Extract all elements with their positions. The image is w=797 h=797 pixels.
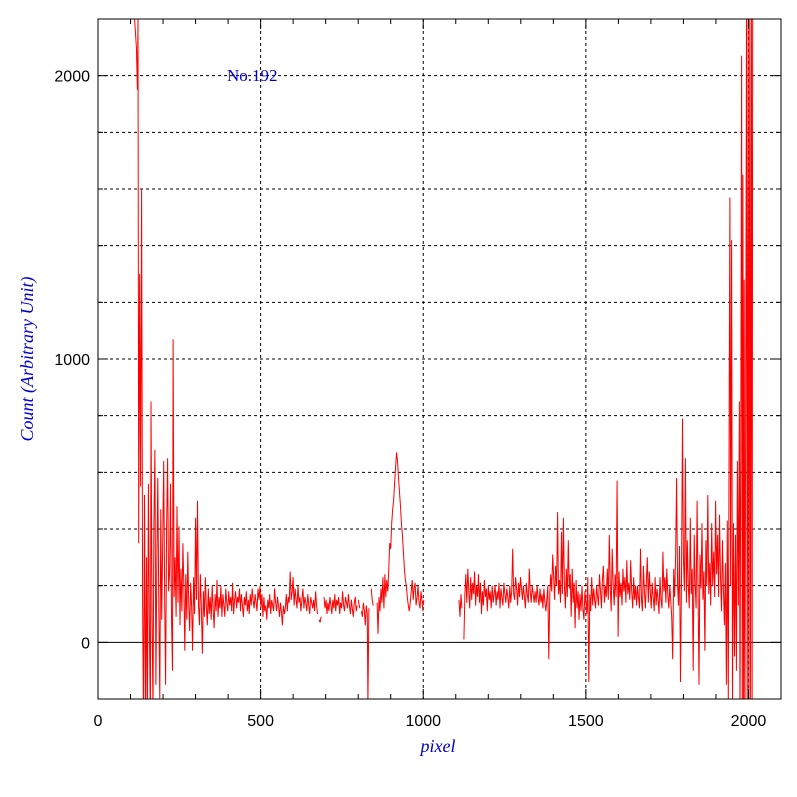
series-line-segment <box>323 591 358 617</box>
tick-marks <box>97 18 782 700</box>
series-line-segment <box>463 19 754 699</box>
series-line-segment <box>318 616 322 623</box>
y-axis-title: Count (Arbitrary Unit) <box>17 276 38 441</box>
series-group <box>124 19 754 699</box>
series-line-segment <box>370 588 374 606</box>
series-line-segment <box>376 452 424 634</box>
series-line-segment <box>458 594 463 617</box>
y-tick-label: 1000 <box>54 352 90 369</box>
x-tick-label: 0 <box>94 713 103 730</box>
series-line-segment <box>422 599 425 606</box>
y-tick-label: 0 <box>81 635 90 652</box>
tick-labels: 0 500 1000 1500 2000 0 1000 2000 <box>54 69 766 730</box>
y-tick-label: 2000 <box>54 69 90 86</box>
x-tick-label: 2000 <box>731 713 767 730</box>
annotation-label: No.192 <box>227 66 278 85</box>
x-tick-label: 1000 <box>405 713 441 730</box>
series-line-segment <box>360 602 370 699</box>
series-line-segment <box>124 19 318 699</box>
x-tick-label: 1500 <box>568 713 604 730</box>
series-line-segment <box>357 599 361 609</box>
x-tick-label: 500 <box>247 713 274 730</box>
x-axis-title: pixel <box>419 736 456 756</box>
